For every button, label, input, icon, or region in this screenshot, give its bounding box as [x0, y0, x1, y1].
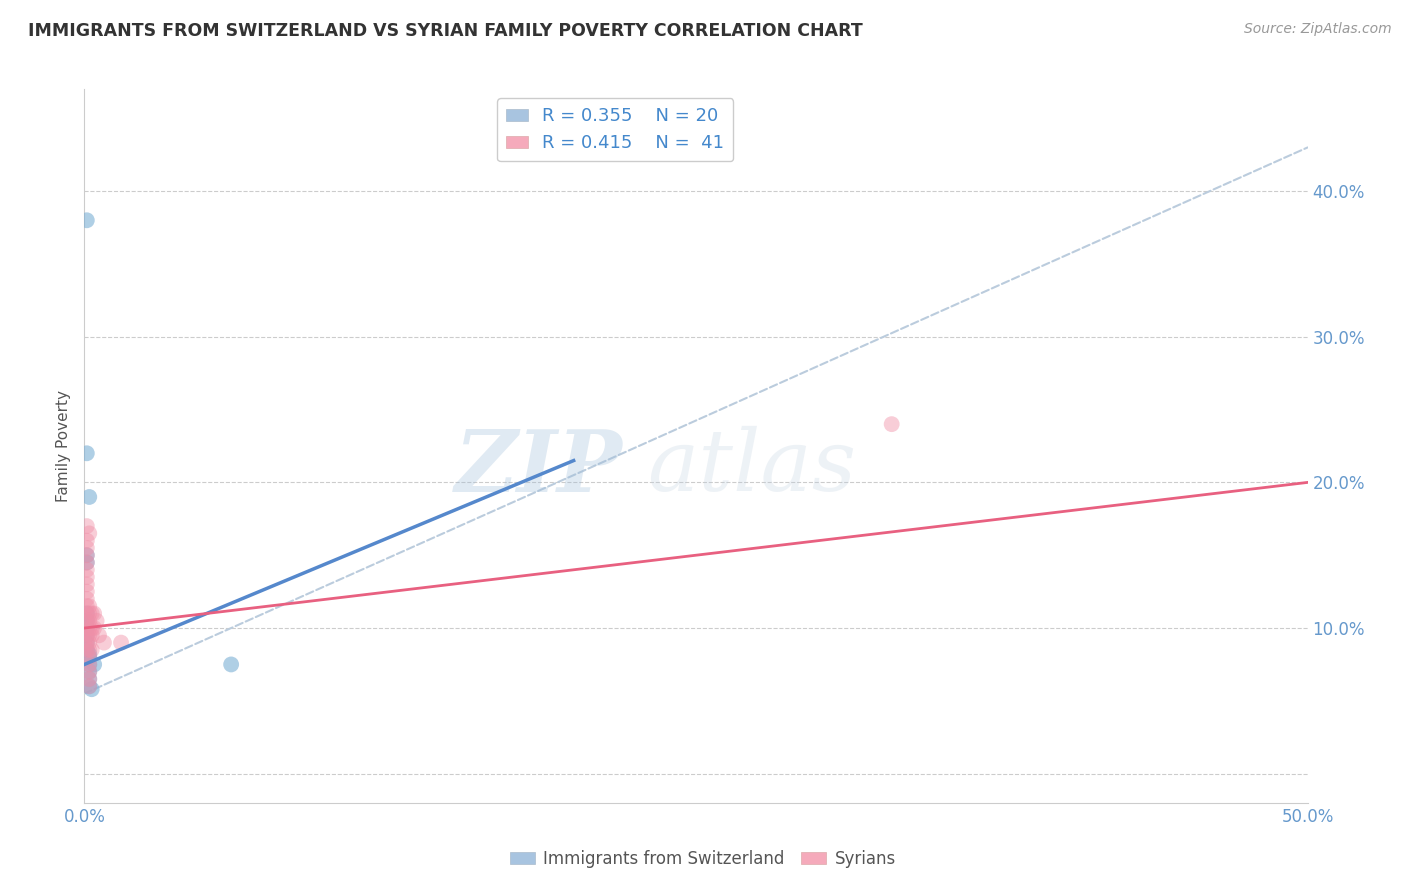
Point	[77, 621, 100, 635]
Point	[77, 657, 100, 672]
Point	[76, 591, 98, 606]
Point	[77, 650, 100, 665]
Point	[93, 635, 115, 649]
Point	[80, 621, 103, 635]
Point	[76, 607, 98, 621]
Point	[77, 665, 100, 679]
Point	[76, 621, 98, 635]
Legend: R = 0.355    N = 20, R = 0.415    N =  41: R = 0.355 N = 20, R = 0.415 N = 41	[498, 98, 733, 161]
Point	[80, 628, 103, 642]
Point	[76, 446, 98, 460]
Point	[83, 607, 105, 621]
Point	[76, 548, 98, 562]
Point	[77, 679, 100, 693]
Point	[76, 577, 98, 591]
Point	[80, 682, 103, 697]
Point	[77, 614, 100, 628]
Point	[76, 548, 98, 562]
Point	[76, 643, 98, 657]
Point	[76, 213, 98, 227]
Point	[76, 614, 98, 628]
Point	[76, 563, 98, 577]
Point	[77, 679, 100, 693]
Point	[77, 526, 100, 541]
Text: atlas: atlas	[647, 426, 856, 508]
Point	[880, 417, 903, 432]
Point	[77, 650, 100, 665]
Point	[77, 672, 100, 686]
Point	[110, 635, 132, 649]
Point	[86, 614, 108, 628]
Point	[83, 621, 105, 635]
Text: ZIP: ZIP	[454, 425, 623, 509]
Point	[76, 541, 98, 555]
Point	[219, 657, 242, 672]
Point	[77, 647, 100, 661]
Text: Source: ZipAtlas.com: Source: ZipAtlas.com	[1244, 22, 1392, 37]
Point	[77, 657, 100, 672]
Point	[87, 628, 110, 642]
Point	[77, 672, 100, 686]
Point	[76, 556, 98, 570]
Point	[76, 533, 98, 548]
Text: IMMIGRANTS FROM SWITZERLAND VS SYRIAN FAMILY POVERTY CORRELATION CHART: IMMIGRANTS FROM SWITZERLAND VS SYRIAN FA…	[28, 22, 863, 40]
Point	[76, 570, 98, 584]
Point	[76, 556, 98, 570]
Point	[77, 599, 100, 614]
Point	[76, 614, 98, 628]
Legend: Immigrants from Switzerland, Syrians: Immigrants from Switzerland, Syrians	[503, 844, 903, 875]
Point	[76, 643, 98, 657]
Point	[76, 599, 98, 614]
Point	[76, 621, 98, 635]
Point	[80, 643, 103, 657]
Point	[77, 635, 100, 649]
Point	[76, 628, 98, 642]
Point	[80, 607, 103, 621]
Point	[77, 643, 100, 657]
Point	[76, 584, 98, 599]
Point	[76, 519, 98, 533]
Point	[76, 607, 98, 621]
Point	[77, 490, 100, 504]
Point	[77, 665, 100, 679]
Point	[76, 635, 98, 649]
Point	[77, 607, 100, 621]
Y-axis label: Family Poverty: Family Poverty	[56, 390, 72, 502]
Point	[76, 635, 98, 649]
Point	[83, 657, 105, 672]
Point	[76, 628, 98, 642]
Point	[77, 628, 100, 642]
